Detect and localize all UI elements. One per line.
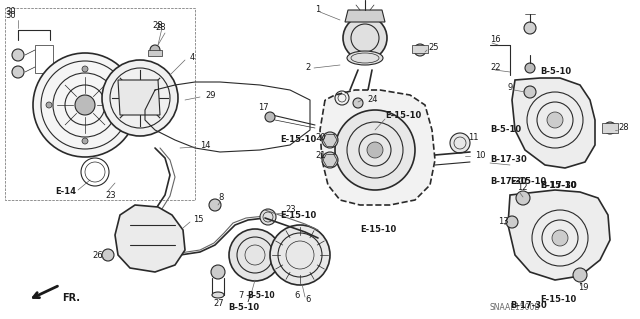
Text: E-15-10: E-15-10 — [510, 177, 547, 187]
Text: E-15-10: E-15-10 — [360, 226, 396, 234]
Text: E-15-10: E-15-10 — [280, 136, 316, 145]
Text: B-5-10: B-5-10 — [247, 292, 275, 300]
Bar — [148, 50, 162, 56]
Circle shape — [12, 49, 24, 61]
Text: 28: 28 — [152, 20, 163, 29]
Text: 7: 7 — [238, 291, 243, 300]
Circle shape — [573, 268, 587, 282]
Circle shape — [547, 112, 563, 128]
Circle shape — [516, 191, 530, 205]
Text: 22: 22 — [490, 63, 500, 72]
Bar — [412, 45, 428, 53]
Circle shape — [353, 98, 363, 108]
Polygon shape — [320, 90, 435, 205]
Circle shape — [46, 102, 52, 108]
Circle shape — [102, 249, 114, 261]
Text: 16: 16 — [490, 35, 500, 44]
Text: E-15-10: E-15-10 — [540, 295, 576, 305]
Text: 28: 28 — [155, 24, 166, 33]
Circle shape — [450, 133, 470, 153]
Text: E-14: E-14 — [55, 188, 76, 197]
Text: 6: 6 — [294, 291, 300, 300]
Text: 11: 11 — [468, 133, 479, 143]
Circle shape — [367, 142, 383, 158]
Text: E-15-10: E-15-10 — [280, 211, 316, 219]
Text: 23: 23 — [285, 205, 296, 214]
Circle shape — [270, 225, 330, 285]
Polygon shape — [118, 80, 160, 115]
Text: 8: 8 — [218, 194, 223, 203]
Polygon shape — [345, 10, 385, 22]
Polygon shape — [508, 190, 610, 280]
Text: B-5-10: B-5-10 — [540, 68, 571, 77]
Circle shape — [130, 88, 150, 108]
Circle shape — [12, 66, 24, 78]
Bar — [35, 45, 53, 73]
Text: B-17-30: B-17-30 — [490, 155, 527, 165]
Text: B-17-30: B-17-30 — [490, 177, 527, 187]
Text: 2: 2 — [305, 63, 310, 72]
Bar — [602, 123, 618, 133]
Circle shape — [229, 229, 281, 281]
Circle shape — [322, 152, 338, 168]
Text: 30: 30 — [5, 11, 15, 19]
Circle shape — [604, 122, 616, 134]
Text: E-15-10: E-15-10 — [540, 181, 576, 189]
Text: 7: 7 — [245, 295, 250, 305]
Text: 10: 10 — [475, 151, 486, 160]
Circle shape — [102, 60, 178, 136]
Ellipse shape — [212, 292, 224, 298]
Circle shape — [118, 102, 124, 108]
Text: E-15-10: E-15-10 — [385, 110, 421, 120]
Text: 30: 30 — [5, 8, 15, 17]
Text: 26: 26 — [92, 250, 102, 259]
Text: 24: 24 — [367, 95, 378, 105]
Polygon shape — [115, 205, 185, 272]
Text: 9: 9 — [508, 84, 513, 93]
Ellipse shape — [347, 51, 383, 65]
Text: 13: 13 — [498, 218, 509, 226]
Circle shape — [260, 209, 276, 225]
Circle shape — [150, 45, 160, 55]
Circle shape — [211, 265, 225, 279]
Circle shape — [524, 86, 536, 98]
Text: 27: 27 — [213, 300, 223, 308]
Text: 23: 23 — [105, 190, 116, 199]
Text: B-5-10: B-5-10 — [228, 302, 259, 311]
Text: 17: 17 — [258, 103, 269, 113]
Circle shape — [506, 216, 518, 228]
Text: 29: 29 — [205, 91, 216, 100]
Text: B-17-30: B-17-30 — [510, 300, 547, 309]
Circle shape — [265, 112, 275, 122]
Circle shape — [82, 66, 88, 72]
Circle shape — [524, 22, 536, 34]
Text: B-5-10: B-5-10 — [490, 125, 521, 135]
Circle shape — [33, 53, 137, 157]
Text: 28: 28 — [618, 123, 628, 132]
Text: SNAAE1500B: SNAAE1500B — [490, 303, 541, 313]
Text: FR.: FR. — [62, 293, 80, 303]
Text: 1: 1 — [315, 5, 320, 14]
Circle shape — [335, 110, 415, 190]
Text: 14: 14 — [200, 140, 211, 150]
Text: 4: 4 — [190, 54, 195, 63]
Circle shape — [209, 199, 221, 211]
Circle shape — [82, 138, 88, 144]
Circle shape — [525, 63, 535, 73]
Text: 19: 19 — [578, 284, 589, 293]
Polygon shape — [512, 78, 595, 168]
Text: 15: 15 — [193, 216, 204, 225]
Text: 12: 12 — [517, 183, 527, 192]
Circle shape — [343, 16, 387, 60]
Circle shape — [552, 230, 568, 246]
Circle shape — [322, 132, 338, 148]
Text: 25: 25 — [428, 43, 438, 53]
Circle shape — [75, 95, 95, 115]
Text: B-17-30: B-17-30 — [540, 181, 577, 189]
Text: 6: 6 — [305, 295, 310, 305]
Text: 21: 21 — [315, 152, 326, 160]
Circle shape — [414, 44, 426, 56]
Text: 20: 20 — [315, 133, 326, 143]
